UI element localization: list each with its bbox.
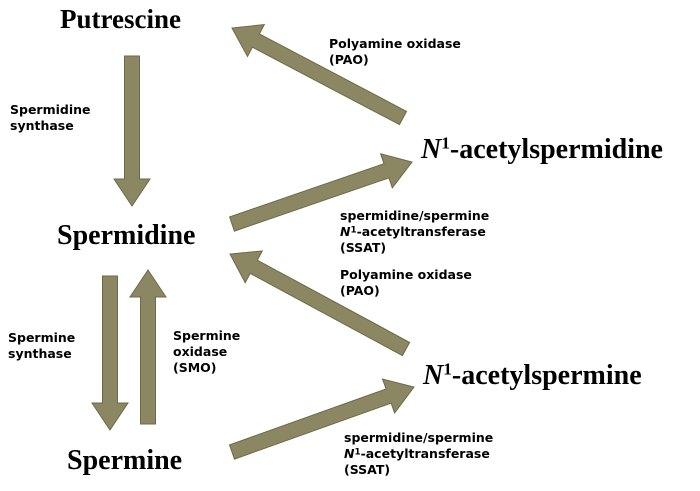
n1-superscript: 1 <box>443 359 452 378</box>
enzyme-label-line: spermidine/spermine <box>340 208 489 224</box>
enzyme-label-line: Spermine <box>173 328 240 344</box>
enzyme-label-line: synthase <box>10 118 91 134</box>
enzyme-smo: Spermine oxidase (SMO) <box>173 328 240 376</box>
enzyme-pao-top: Polyamine oxidase (PAO) <box>329 36 461 68</box>
enzyme-label-line: (SSAT) <box>344 462 493 478</box>
enzyme-spermidine-synthase: Spermidine synthase <box>10 102 91 134</box>
enzyme-label-line: spermidine/spermine <box>344 430 493 446</box>
enzyme-label-line: Spermidine <box>10 102 91 118</box>
arrow-spermine-to-spermidine <box>130 270 166 424</box>
enzyme-label-line: (SMO) <box>173 360 240 376</box>
enzyme-label-line: oxidase <box>173 344 240 360</box>
compound-putrescine: Putrescine <box>60 6 181 33</box>
compound-n1-acetylspermine: N1-acetylspermine <box>423 362 642 390</box>
n1-prefix: N <box>344 446 354 461</box>
enzyme-label-line: (PAO) <box>329 52 461 68</box>
enzyme-spermine-synthase: Spermine synthase <box>8 330 75 362</box>
compound-spermine: Spermine <box>67 447 182 475</box>
n1-superscript: 1 <box>441 133 450 152</box>
enzyme-label-line: N1-acetyltransferase <box>344 446 493 462</box>
compound-spermidine: Spermidine <box>57 222 195 250</box>
enzyme-label-line: (PAO) <box>340 283 472 299</box>
enzyme-label-line: Polyamine oxidase <box>340 267 472 283</box>
acetylspermidine-suffix: -acetylspermidine <box>450 134 663 165</box>
acetyltransferase-suffix: -acetyltransferase <box>361 446 490 461</box>
enzyme-label-line: (SSAT) <box>340 240 489 256</box>
enzyme-ssat-bottom: spermidine/spermine N1-acetyltransferase… <box>344 430 493 478</box>
enzyme-pao-middle: Polyamine oxidase (PAO) <box>340 267 472 299</box>
enzyme-ssat-top: spermidine/spermine N1-acetyltransferase… <box>340 208 489 256</box>
enzyme-label-line: N1-acetyltransferase <box>340 224 489 240</box>
enzyme-label-line: Spermine <box>8 330 75 346</box>
acetylspermine-suffix: -acetylspermine <box>452 360 642 391</box>
enzyme-label-line: Polyamine oxidase <box>329 36 461 52</box>
n1-prefix: N <box>340 224 350 239</box>
arrow-putrescine-to-spermidine <box>114 56 150 206</box>
n1-prefix: N <box>423 360 443 391</box>
n1-prefix: N <box>421 134 441 165</box>
arrow-spermidine-to-spermine <box>92 276 128 430</box>
acetyltransferase-suffix: -acetyltransferase <box>357 224 486 239</box>
enzyme-label-line: synthase <box>8 346 75 362</box>
compound-n1-acetylspermidine: N1-acetylspermidine <box>421 136 663 164</box>
